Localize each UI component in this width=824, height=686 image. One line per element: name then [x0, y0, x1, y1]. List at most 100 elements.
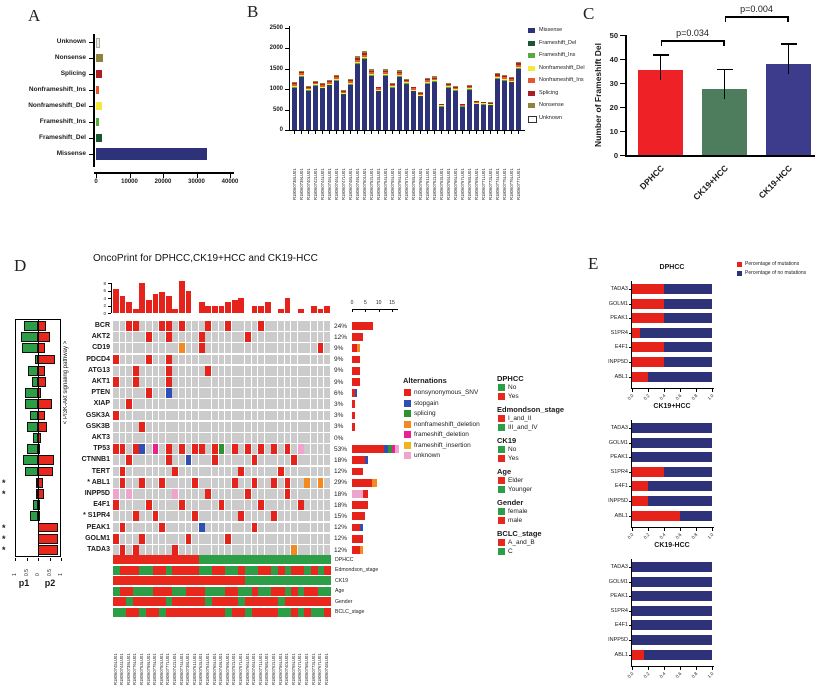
annotation-cell: [212, 597, 219, 607]
gene-count-bar-segment: [352, 523, 360, 532]
clinical-swatch: [498, 454, 505, 462]
oncoprint-cell: [231, 377, 238, 387]
p2-label: p2: [44, 577, 56, 588]
oncoprint-cell: [132, 533, 139, 544]
stack-segment-nonsense: [439, 102, 444, 104]
gene-label: PTEN: [91, 389, 110, 397]
panel-c-letter: C: [583, 4, 595, 23]
stack-segment-nonsense: [397, 69, 402, 72]
oncoprint-cell-mutated: [205, 365, 212, 376]
oncoprint-cell: [297, 388, 304, 398]
oncoprint-cell: [198, 421, 205, 432]
e-x-tick-label: 0.0: [626, 671, 635, 679]
oncoprint-cell: [264, 545, 271, 555]
oncoprint-cell: [225, 489, 231, 499]
oncoprint-cell-mutated: [152, 444, 159, 454]
oncoprint-cell: [172, 410, 179, 421]
oncoprint-cell: [311, 500, 317, 510]
annotation-cell: [179, 555, 186, 565]
stack-segment-nonsense: [334, 73, 339, 76]
oncoprint-cell: [152, 455, 159, 466]
y-tick: [285, 28, 289, 29]
oncoprint-cell: [278, 410, 284, 421]
annotation-cell: [172, 607, 179, 617]
oncoprint-cell: [231, 321, 238, 331]
oncoprint-cell: [238, 444, 245, 454]
e-gene-tick: [628, 625, 631, 627]
oncoprint-cell: [251, 399, 258, 410]
gene-label: AKT2: [91, 333, 110, 341]
annotation-cell: [304, 555, 311, 565]
oncoprint-cell: [218, 533, 225, 544]
e-gene-label: TADA3: [610, 564, 628, 570]
oncoprint-cell: [258, 511, 264, 522]
e-gene-label: E4F1: [614, 344, 628, 351]
annotation-cell: [146, 555, 153, 565]
stack-segment-nonsense: [481, 100, 486, 102]
oncoprint-cell-mutated: [245, 489, 251, 499]
stack-segment-nonframeshift_ins: [481, 102, 486, 104]
e-gene-tick: [628, 515, 631, 517]
oncoprint-cell-mutated: [198, 522, 205, 533]
stack-segment-nonframeshift_del: [299, 75, 304, 76]
oncoprint-cell: [284, 354, 291, 365]
oncoprint-cell: [119, 410, 126, 421]
stack-segment-missense: [418, 95, 423, 130]
oncoprint-cell: [172, 444, 179, 454]
e-gene-tick: [628, 486, 631, 488]
oncoprint-cell: [231, 388, 238, 398]
gene-label: AKT1: [91, 378, 110, 385]
annotation-cell: [165, 576, 173, 586]
annotation-cell: [179, 565, 186, 575]
mutation-type-label: Splicing: [60, 70, 86, 77]
x-tick: [322, 131, 323, 134]
gene-percent-label: 9%: [334, 344, 344, 352]
oncoprint-cell: [146, 545, 152, 555]
oncoprint-cell: [291, 343, 297, 354]
oncoprint-cell: [132, 433, 139, 443]
category-tick: [89, 73, 93, 75]
annotation-cell: [278, 597, 285, 607]
annotation-cell: [119, 607, 127, 617]
oncoprint-cell: [198, 500, 205, 510]
oncoprint-cell: [132, 399, 139, 410]
oncoprint-cell: [212, 410, 218, 421]
oncoprint-cell: [179, 377, 185, 387]
clinical-swatch: [498, 476, 505, 484]
oncoprint-cell: [132, 354, 139, 365]
oncoprint-cell: [205, 332, 212, 342]
sample-mutation-count-bar: [218, 305, 225, 313]
stack-segment-nonframeshift_del: [320, 86, 325, 88]
annotation-cell: [225, 576, 232, 586]
oncoprint-cell-mutated: [139, 477, 146, 488]
p1-bar: [26, 444, 38, 454]
annotation-cell: [159, 576, 166, 586]
oncoprint-cell: [205, 343, 212, 354]
p1-bar: [25, 388, 38, 398]
topbar-tick-label: 0: [103, 310, 106, 316]
annotation-cell: [225, 565, 232, 575]
stack-segment-nonframeshift_ins: [439, 104, 444, 106]
oncoprint-cell: [225, 388, 231, 398]
alteration-swatch: [404, 431, 411, 438]
annotation-cell: [152, 555, 160, 565]
oncoprint-cell: [245, 522, 251, 533]
oncoprint-cell: [311, 354, 317, 365]
e-nomutation-segment: [648, 481, 712, 492]
stack-segment-frameshift_del: [299, 76, 304, 77]
annotation-cell: [159, 607, 166, 617]
oncoprint-cell: [179, 433, 185, 443]
oncoprint-cell: [317, 455, 324, 466]
annotation-cell: [317, 597, 325, 607]
gene-percent-label: 18%: [334, 490, 348, 498]
oncoprint-cell: [119, 511, 126, 522]
oncoprint-cell: [212, 433, 218, 443]
oncoprint-cell: [317, 533, 324, 544]
oncoprint-cell: [324, 455, 330, 466]
oncoprint-cell: [324, 343, 330, 354]
oncoprint-cell-mutated: [146, 354, 152, 365]
oncoprint-cell: [119, 533, 126, 544]
p1-label: p1: [18, 577, 30, 588]
stack-segment-nonsense: [474, 100, 479, 102]
